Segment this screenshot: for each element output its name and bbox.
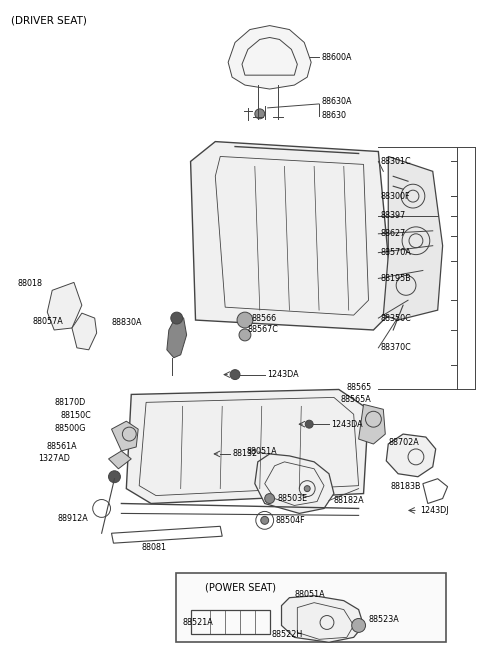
Text: 88182A: 88182A xyxy=(334,496,364,505)
Circle shape xyxy=(261,516,269,524)
Text: 88702A: 88702A xyxy=(388,438,419,447)
Text: 88170D: 88170D xyxy=(54,398,85,407)
Text: 1243DA: 1243DA xyxy=(267,370,298,379)
Circle shape xyxy=(264,494,275,504)
Text: 88630A: 88630A xyxy=(321,98,351,106)
Text: 88300F: 88300F xyxy=(380,192,410,200)
Circle shape xyxy=(239,329,251,341)
Polygon shape xyxy=(108,451,131,469)
Text: 88057A: 88057A xyxy=(33,316,63,326)
Text: 88183B: 88183B xyxy=(390,482,421,491)
Text: 88912A: 88912A xyxy=(57,514,88,523)
Text: 88627: 88627 xyxy=(380,229,406,238)
Text: 88150C: 88150C xyxy=(60,411,91,420)
Circle shape xyxy=(304,485,310,492)
Text: (DRIVER SEAT): (DRIVER SEAT) xyxy=(11,16,86,26)
Text: 88350C: 88350C xyxy=(380,314,411,322)
Text: 88503E: 88503E xyxy=(277,494,308,503)
Text: 88051A: 88051A xyxy=(294,590,325,599)
Text: 88522H: 88522H xyxy=(272,630,303,639)
Text: 88565: 88565 xyxy=(347,383,372,392)
Polygon shape xyxy=(255,454,334,514)
Text: 88370C: 88370C xyxy=(380,343,411,352)
Text: 1243DJ: 1243DJ xyxy=(420,506,448,515)
Text: 88301C: 88301C xyxy=(380,157,411,166)
Text: 88600A: 88600A xyxy=(321,53,351,62)
Text: 88561A: 88561A xyxy=(46,443,77,451)
Text: 88567C: 88567C xyxy=(248,326,279,335)
Text: 88830A: 88830A xyxy=(111,318,142,327)
Text: 1327AD: 1327AD xyxy=(38,455,70,463)
Polygon shape xyxy=(228,26,311,89)
Polygon shape xyxy=(384,157,443,320)
Bar xyxy=(191,610,270,635)
Text: 88397: 88397 xyxy=(380,212,406,221)
Circle shape xyxy=(108,471,120,483)
Bar xyxy=(176,573,445,643)
Polygon shape xyxy=(72,313,96,350)
Text: 88504F: 88504F xyxy=(276,516,305,525)
Text: 88630: 88630 xyxy=(321,111,346,121)
Text: 88132: 88132 xyxy=(232,449,257,458)
Polygon shape xyxy=(359,404,385,444)
Text: 88565A: 88565A xyxy=(341,395,372,404)
Circle shape xyxy=(255,109,264,119)
Circle shape xyxy=(237,312,253,328)
Circle shape xyxy=(352,618,366,632)
Text: 88500G: 88500G xyxy=(54,424,85,433)
Circle shape xyxy=(171,312,183,324)
Polygon shape xyxy=(167,315,187,358)
Polygon shape xyxy=(47,282,82,330)
Text: 88523A: 88523A xyxy=(369,615,399,624)
Text: 88570A: 88570A xyxy=(380,248,411,257)
Text: 88018: 88018 xyxy=(18,279,43,288)
Text: 88051A: 88051A xyxy=(247,447,277,457)
Text: 88195B: 88195B xyxy=(380,274,411,283)
Polygon shape xyxy=(191,141,393,330)
Text: 88521A: 88521A xyxy=(183,618,214,627)
Text: (POWER SEAT): (POWER SEAT) xyxy=(205,583,276,593)
Polygon shape xyxy=(386,434,436,477)
Polygon shape xyxy=(111,421,138,451)
Circle shape xyxy=(230,369,240,379)
Polygon shape xyxy=(126,390,369,504)
Text: 1243DA: 1243DA xyxy=(331,420,362,428)
Circle shape xyxy=(305,421,313,428)
Text: 88081: 88081 xyxy=(141,542,166,552)
Polygon shape xyxy=(281,595,363,643)
Text: 88566: 88566 xyxy=(252,314,277,322)
